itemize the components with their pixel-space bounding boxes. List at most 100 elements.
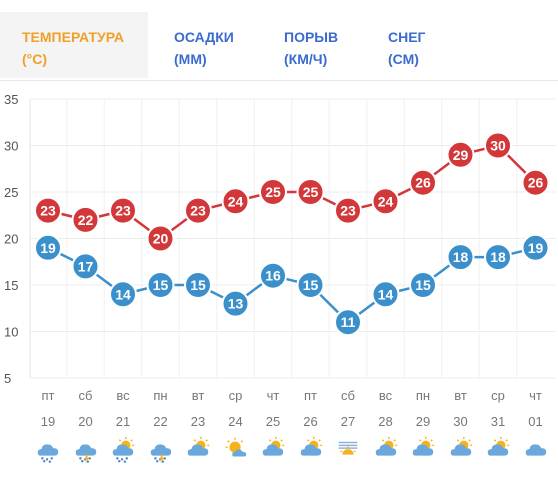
x-date-label: 25 (266, 414, 280, 429)
x-day-label: пт (304, 388, 317, 403)
max-temp-point (446, 140, 475, 169)
x-day-label: сб (79, 388, 93, 403)
x-day-label: пт (42, 388, 55, 403)
x-day-label: сб (341, 388, 355, 403)
x-date-label: 31 (491, 414, 505, 429)
x-day-label: чт (267, 388, 280, 403)
max-temp-point (184, 196, 212, 225)
x-day-label: вс (379, 388, 393, 403)
y-tick-label: 35 (4, 92, 18, 107)
min-temp-point (446, 243, 475, 272)
fog-sun-icon (334, 436, 362, 464)
partly-cloudy-icon (184, 436, 212, 464)
partly-cloudy-icon (297, 436, 325, 464)
tab-precipitation-unit: (ММ) (174, 51, 207, 67)
max-temp-label: 23 (115, 203, 131, 219)
x-date-label: 27 (341, 414, 355, 429)
tab-precipitation[interactable]: ОСАДКИ (ММ) (152, 12, 262, 78)
min-temp-point (259, 261, 287, 290)
min-temp-label: 18 (490, 249, 506, 265)
rain-cloud-icon (34, 436, 62, 464)
x-date-label: 29 (416, 414, 430, 429)
min-temp-label: 16 (265, 268, 281, 284)
x-day-label: ср (491, 388, 505, 403)
min-temp-label: 19 (40, 240, 56, 256)
tab-snow[interactable]: СНЕГ (СМ) (366, 12, 476, 78)
min-temp-point (71, 252, 100, 281)
min-temp-label: 15 (153, 277, 169, 293)
min-temp-label: 17 (78, 258, 94, 274)
partly-cloudy-icon (372, 436, 400, 464)
max-temp-label: 30 (490, 138, 506, 154)
tab-snow-unit: (СМ) (388, 51, 419, 67)
min-temp-label: 13 (228, 296, 244, 312)
min-temp-point (334, 308, 362, 337)
max-temp-point (71, 205, 100, 234)
sunny-cloud-icon (222, 436, 250, 464)
min-temp-label: 15 (415, 277, 431, 293)
storm-cloud-icon (72, 436, 100, 464)
min-temp-point (409, 271, 437, 299)
tab-temperature[interactable]: ТЕМПЕРАТУРА (°C) (0, 12, 148, 78)
min-temp-point (484, 243, 512, 272)
tab-gust[interactable]: ПОРЫВ (КМ/Ч) (262, 12, 366, 78)
x-day-label: вс (116, 388, 130, 403)
min-temp-point (109, 280, 137, 309)
cloud-icon (522, 436, 550, 464)
y-tick-label: 20 (4, 232, 18, 247)
max-temp-point (521, 168, 550, 197)
x-day-label: ср (229, 388, 243, 403)
x-date-label: 28 (378, 414, 392, 429)
max-temp-label: 20 (153, 231, 169, 247)
max-temp-label: 29 (453, 147, 469, 163)
x-date-label: 23 (191, 414, 205, 429)
temperature-chart: 5 10 15 20 25 30 35 пт 19 сб 20 вс 21 пн 22 вт 23 ср 24 чт 2… (4, 92, 556, 429)
min-temp-point (221, 289, 250, 318)
tab-bar: ТЕМПЕРАТУРА (°C) ОСАДКИ (ММ) ПОРЫВ (КМ/Ч… (0, 0, 558, 81)
tab-precipitation-title: ОСАДКИ (174, 29, 234, 45)
partly-cloudy-icon (447, 436, 475, 464)
y-tick-label: 10 (4, 325, 18, 340)
max-temp-label: 26 (415, 175, 431, 191)
max-temp-label: 24 (228, 193, 244, 209)
max-temp-point (296, 178, 325, 206)
max-temp-point (334, 196, 362, 225)
max-temp-label: 25 (303, 184, 319, 200)
x-day-label: чт (529, 388, 542, 403)
x-date-label: 24 (228, 414, 242, 429)
min-temp-point (296, 271, 325, 299)
tab-gust-title: ПОРЫВ (284, 29, 339, 45)
max-temp-label: 23 (190, 203, 206, 219)
max-temp-label: 26 (528, 175, 544, 191)
max-temp-point (146, 224, 175, 253)
max-temp-point (109, 196, 137, 225)
y-tick-label: 25 (4, 185, 18, 200)
max-temp-label: 23 (340, 203, 356, 219)
max-temp-point (484, 131, 512, 160)
tab-gust-unit: (КМ/Ч) (284, 51, 328, 67)
x-day-label: пн (153, 388, 167, 403)
max-temp-label: 22 (78, 212, 94, 228)
min-temp-point (521, 233, 550, 262)
min-temp-point (146, 271, 175, 299)
max-temp-label: 24 (378, 193, 394, 209)
max-temp-point (371, 187, 400, 216)
min-temp-point (371, 280, 400, 309)
min-temp-label: 11 (341, 314, 356, 330)
x-date-label: 21 (116, 414, 130, 429)
tab-temperature-unit: (°C) (22, 51, 48, 67)
x-date-label: 20 (78, 414, 92, 429)
min-temp-label: 14 (115, 286, 131, 302)
partly-cloudy-icon (259, 436, 287, 464)
max-temp-label: 25 (265, 184, 281, 200)
sun-rain-cloud-icon (109, 436, 137, 464)
storm-cloud-icon (147, 436, 175, 464)
x-day-label: вт (454, 388, 467, 403)
y-tick-label: 5 (4, 371, 11, 386)
max-temp-point (221, 187, 250, 216)
max-temp-point (409, 168, 437, 197)
x-date-label: 01 (528, 414, 542, 429)
min-temp-label: 15 (190, 277, 206, 293)
max-temp-point (34, 196, 62, 225)
x-date-label: 22 (153, 414, 167, 429)
